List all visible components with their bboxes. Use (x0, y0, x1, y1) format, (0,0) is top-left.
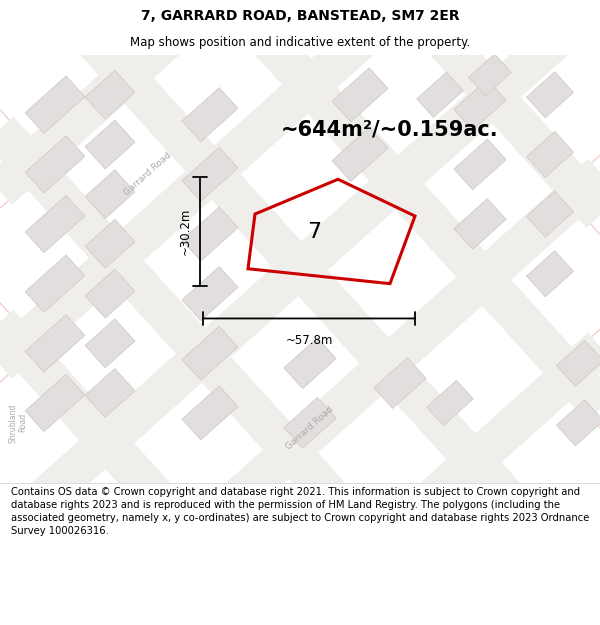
Text: Garrard Road: Garrard Road (122, 151, 173, 198)
Text: Shrubland
Road: Shrubland Road (8, 403, 28, 442)
Polygon shape (85, 71, 135, 119)
Polygon shape (527, 131, 574, 178)
Polygon shape (557, 400, 600, 446)
Polygon shape (454, 139, 506, 189)
Polygon shape (85, 170, 135, 219)
Polygon shape (25, 136, 85, 193)
Polygon shape (332, 127, 388, 181)
Text: 7, GARRARD ROAD, BANSTEAD, SM7 2ER: 7, GARRARD ROAD, BANSTEAD, SM7 2ER (140, 9, 460, 24)
Polygon shape (25, 76, 85, 133)
Polygon shape (85, 369, 135, 418)
Polygon shape (25, 255, 85, 312)
Polygon shape (417, 72, 463, 118)
Polygon shape (469, 54, 511, 96)
Polygon shape (454, 79, 506, 130)
Polygon shape (454, 199, 506, 249)
Polygon shape (182, 267, 238, 321)
Polygon shape (25, 196, 85, 252)
Polygon shape (85, 219, 135, 268)
Polygon shape (182, 386, 238, 440)
Polygon shape (182, 88, 238, 142)
Polygon shape (284, 398, 336, 448)
Text: ~57.8m: ~57.8m (286, 334, 332, 348)
Text: Contains OS data © Crown copyright and database right 2021. This information is : Contains OS data © Crown copyright and d… (11, 487, 589, 536)
Text: ~644m²/~0.159ac.: ~644m²/~0.159ac. (281, 119, 499, 139)
Polygon shape (332, 68, 388, 122)
Polygon shape (427, 381, 473, 426)
Polygon shape (182, 207, 238, 261)
Polygon shape (85, 319, 135, 368)
Polygon shape (85, 269, 135, 318)
Polygon shape (25, 314, 85, 372)
Polygon shape (557, 340, 600, 386)
Polygon shape (527, 72, 574, 118)
Polygon shape (182, 326, 238, 380)
Text: Garrard Road: Garrard Road (284, 404, 335, 451)
Polygon shape (527, 191, 574, 237)
Polygon shape (25, 374, 85, 432)
Polygon shape (85, 120, 135, 169)
Text: ~30.2m: ~30.2m (179, 208, 192, 255)
Polygon shape (374, 357, 426, 408)
Text: 7: 7 (307, 222, 321, 243)
Polygon shape (182, 148, 238, 201)
Polygon shape (284, 338, 336, 389)
Text: Map shows position and indicative extent of the property.: Map shows position and indicative extent… (130, 36, 470, 49)
Polygon shape (527, 251, 574, 297)
